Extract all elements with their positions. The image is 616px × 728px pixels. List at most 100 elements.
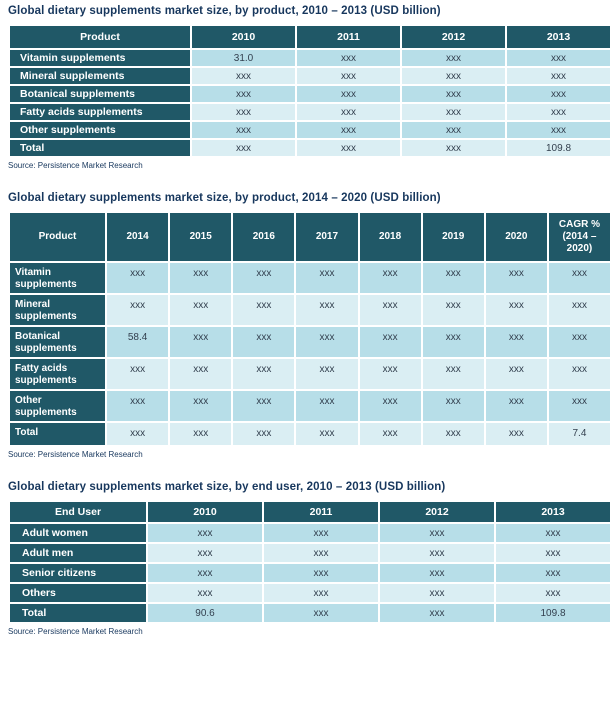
cell-value: xxx (505, 66, 612, 86)
table-row: Other supplements xxx xxx xxx xxx xxx xxx xxx xx… (8, 389, 613, 423)
table-row: Fatty acids supplements xxx xxx xxx xxx (8, 102, 612, 122)
table-row: Total xxx xxx xxx 109.8 (8, 138, 612, 158)
cell-value: xxx (494, 542, 612, 564)
row-label: Others (8, 582, 148, 604)
cell-value: xxx (357, 421, 423, 447)
cell-value: xxx (420, 389, 486, 423)
column-header: 2014 (104, 211, 171, 263)
cell-value: xxx (483, 261, 549, 295)
column-header: 2016 (231, 211, 297, 263)
cell-value: 31.0 (190, 48, 297, 68)
row-header-column-title: End User (8, 500, 148, 524)
cell-value: xxx (262, 562, 380, 584)
cell-value: xxx (104, 389, 171, 423)
column-header: 2017 (294, 211, 360, 263)
source-note: Source: Persistence Market Research (8, 161, 143, 170)
table-row: Adult women xxx xxx xxx xxx (8, 522, 612, 544)
cell-value: 109.8 (505, 138, 612, 158)
cell-value: xxx (378, 522, 496, 544)
cell-value: xxx (231, 293, 297, 327)
row-label: Vitamin supplements (8, 48, 192, 68)
cell-value: xxx (378, 562, 496, 584)
cell-value: xxx (104, 293, 171, 327)
column-header: 2012 (400, 24, 507, 50)
row-label: Mineral supplements (8, 66, 192, 86)
cell-value: xxx (357, 261, 423, 295)
column-header: 2015 (168, 211, 234, 263)
cell-value: xxx (190, 66, 297, 86)
table-row: Mineral supplements xxx xxx xxx xxx xxx xxx xxx… (8, 293, 613, 327)
column-header: 2020 (483, 211, 549, 263)
cell-value: xxx (231, 261, 297, 295)
cell-value: xxx (546, 261, 613, 295)
cell-value: xxx (146, 562, 264, 584)
row-header-column-title: Product (8, 211, 107, 263)
table-row: Botanical supplements 58.4 xxx xxx xxx xxx xxx… (8, 325, 613, 359)
cell-value: xxx (357, 325, 423, 359)
cell-value: xxx (262, 582, 380, 604)
row-label: Mineral supplements (8, 293, 107, 327)
cell-value: xxx (378, 602, 496, 624)
row-label: Total (8, 421, 107, 447)
row-label: Adult men (8, 542, 148, 564)
cell-value: xxx (505, 48, 612, 68)
cell-value: xxx (505, 102, 612, 122)
table-title: Global dietary supplements market size, … (8, 481, 446, 493)
cell-value: xxx (295, 66, 402, 86)
cell-value: xxx (483, 325, 549, 359)
cell-value: xxx (420, 325, 486, 359)
cell-value: xxx (483, 421, 549, 447)
cell-value: xxx (295, 120, 402, 140)
cell-value: xxx (104, 421, 171, 447)
cell-value: xxx (378, 542, 496, 564)
table-row: Vitamin supplements xxx xxx xxx xxx xxx xxx xxx… (8, 261, 613, 295)
cell-value: xxx (104, 357, 171, 391)
cell-value: xxx (262, 602, 380, 624)
table-row: Botanical supplements xxx xxx xxx xxx (8, 84, 612, 104)
cell-value: xxx (400, 102, 507, 122)
cell-value: xxx (357, 293, 423, 327)
cell-value: 58.4 (104, 325, 171, 359)
cell-value: xxx (420, 261, 486, 295)
cell-value: xxx (231, 357, 297, 391)
cell-value: xxx (168, 357, 234, 391)
cell-value: xxx (357, 357, 423, 391)
cell-value: xxx (146, 582, 264, 604)
cell-value: xxx (546, 293, 613, 327)
table-row: Vitamin supplements 31.0 xxx xxx xxx (8, 48, 612, 68)
cell-value: xxx (420, 293, 486, 327)
table-section-product-2014-2020: Global dietary supplements market size, … (8, 192, 613, 459)
row-label: Other supplements (8, 389, 107, 423)
column-header: 2011 (262, 500, 380, 524)
cell-value: xxx (168, 293, 234, 327)
cell-value: xxx (420, 421, 486, 447)
row-label: Fatty acids supplements (8, 357, 107, 391)
header-row: End User 2010 2011 2012 2013 (8, 500, 612, 524)
table-title: Global dietary supplements market size, … (8, 5, 441, 17)
cell-value: xxx (168, 261, 234, 295)
cell-value: xxx (546, 357, 613, 391)
cell-value: xxx (483, 357, 549, 391)
data-table-product-2014-2020: Product 2014 2015 2016 2017 2018 2019 2020 CAGR … (8, 211, 613, 447)
cell-value: xxx (295, 48, 402, 68)
cell-value: xxx (357, 389, 423, 423)
cell-value: xxx (146, 522, 264, 544)
column-header: 2010 (190, 24, 297, 50)
cell-value: xxx (104, 261, 171, 295)
cell-value: xxx (494, 522, 612, 544)
row-label: Other supplements (8, 120, 192, 140)
cell-value: xxx (190, 84, 297, 104)
table-row: Mineral supplements xxx xxx xxx xxx (8, 66, 612, 86)
cell-value: xxx (494, 582, 612, 604)
cell-value: xxx (400, 84, 507, 104)
cell-value: xxx (262, 542, 380, 564)
cell-value: xxx (400, 138, 507, 158)
cell-value: xxx (494, 562, 612, 584)
row-label: Botanical supplements (8, 325, 107, 359)
cell-value: xxx (294, 421, 360, 447)
cell-value: xxx (400, 120, 507, 140)
column-header: 2012 (378, 500, 496, 524)
cell-value: xxx (378, 582, 496, 604)
header-row: Product 2010 2011 2012 2013 (8, 24, 612, 50)
cell-value: xxx (168, 421, 234, 447)
